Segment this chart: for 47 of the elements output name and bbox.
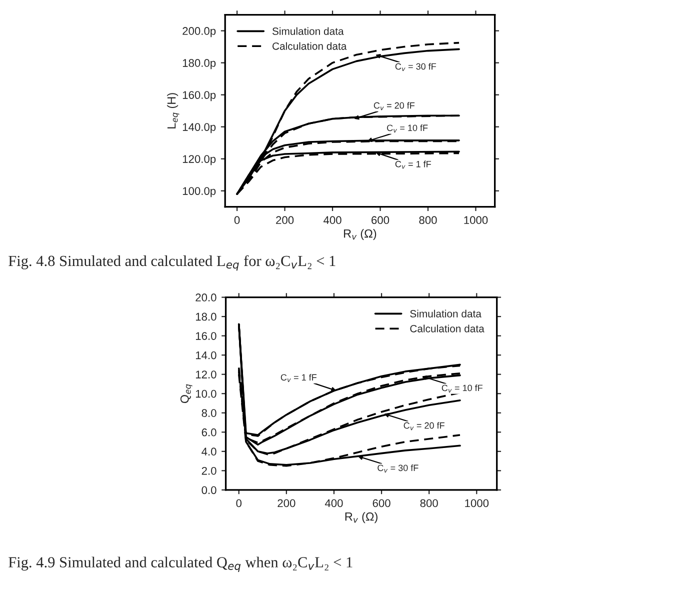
x-tick-label: 800 xyxy=(420,499,438,508)
x-tick-label: 400 xyxy=(324,216,342,224)
y-axis-title: L$_{eq}$ (H) xyxy=(167,93,180,128)
y-tick-label: 4.0 xyxy=(202,448,216,456)
y-tick-label: 140.0p xyxy=(182,123,216,134)
y-tick-label: 18.0 xyxy=(196,312,216,321)
annotation: C$_{v}$ = 1 fF xyxy=(280,374,317,382)
y-tick-label: 14.0 xyxy=(196,351,216,360)
y-tick-label: 16.0 xyxy=(196,332,216,340)
y-tick-label: 200.0p xyxy=(182,27,216,38)
caption: Fig. 4.9 Simulated and calculated Q$_{eq}$ when ω₂C$_{v}$L₂ < 1 xyxy=(8,556,352,572)
x-tick-label: 600 xyxy=(372,216,390,224)
annotation: C$_{v}$ = 20 fF xyxy=(374,102,415,110)
annotation: C$_{v}$ = 30 fF xyxy=(395,63,436,72)
x-axis-title: R$_{v}$ (Ω) xyxy=(344,229,376,240)
annotation: C$_{v}$ = 10 fF xyxy=(442,384,482,393)
annotation: C$_{v}$ = 10 fF xyxy=(387,124,428,132)
legend-label: Calculation data xyxy=(410,324,484,332)
y-tick-label: 20.0 xyxy=(196,294,216,302)
x-tick-label: 600 xyxy=(372,499,390,508)
annotation: C$_{v}$ = 1 fF xyxy=(395,160,431,169)
y-tick-label: 120.0p xyxy=(182,155,216,166)
legend-label: Simulation data xyxy=(410,310,482,318)
annotation: C$_{v}$ = 30 fF xyxy=(378,464,418,472)
x-tick-label: 1000 xyxy=(464,216,488,224)
y-tick-label: 8.0 xyxy=(202,409,216,418)
y-tick-label: 12.0 xyxy=(196,370,216,378)
y-tick-label: 160.0p xyxy=(182,91,216,102)
y-tick-label: 2.0 xyxy=(202,466,216,475)
y-tick-label: 0.0 xyxy=(202,486,216,494)
x-axis-title: R$_{v}$ (Ω) xyxy=(345,512,378,524)
x-tick-label: 0 xyxy=(234,216,240,224)
legend-label: Calculation data xyxy=(272,42,347,50)
x-tick-label: 400 xyxy=(324,499,343,508)
x-tick-label: 800 xyxy=(419,216,437,224)
y-tick-label: 10.0 xyxy=(196,390,216,398)
y-tick-label: 6.0 xyxy=(202,428,216,436)
x-tick-label: 1000 xyxy=(465,499,489,508)
x-tick-label: 200 xyxy=(278,499,296,508)
legend-label: Simulation data xyxy=(272,27,344,35)
caption: Fig. 4.8 Simulated and calculated L$_{eq}$ for ω₂C$_{v}$L₂ < 1 xyxy=(8,255,336,271)
y-axis-title: Q$_{eq}$ xyxy=(180,384,192,404)
annotation: C$_{v}$ = 20 fF xyxy=(404,422,444,430)
y-tick-label: 180.0p xyxy=(182,59,216,70)
x-tick-label: 0 xyxy=(236,499,242,508)
y-tick-label: 100.0p xyxy=(182,187,216,198)
x-tick-label: 200 xyxy=(276,216,294,224)
